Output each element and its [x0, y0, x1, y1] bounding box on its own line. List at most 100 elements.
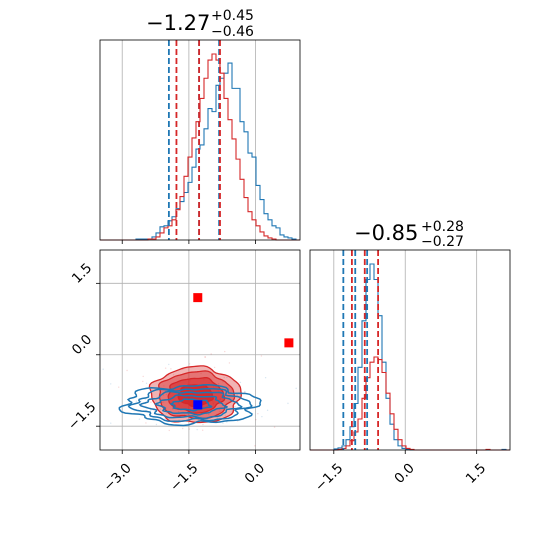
y-tick-label: −1.5 — [65, 399, 99, 433]
sample-point — [231, 410, 233, 413]
sample-point — [207, 413, 210, 416]
sample-point — [226, 376, 228, 379]
sample-point — [161, 401, 163, 404]
panel-bottom-left-contour: −3.0 −1.5 0.0 −1.50.01.5 — [65, 249, 301, 495]
sample-point — [202, 423, 204, 426]
x-tick-label: 1.5 — [463, 460, 490, 487]
x-ticks: −3.0 −1.5 0.0 — [100, 450, 268, 495]
marker-square — [284, 338, 294, 348]
sample-point — [217, 382, 220, 385]
sample-point — [188, 428, 191, 430]
red-histogram-step — [100, 53, 300, 241]
axes-frame — [99, 249, 301, 451]
sample-point — [197, 419, 200, 421]
sample-point — [126, 369, 128, 372]
y-tick-label: 0.0 — [69, 332, 96, 359]
sample-point — [261, 415, 263, 418]
histogram-series — [100, 53, 300, 241]
panel-title-upper: +0.45 — [211, 8, 254, 24]
y-tick-label: 1.5 — [69, 260, 96, 287]
quantile-lines — [167, 40, 221, 240]
y-ticks: −1.5 0.0 1.5 — [65, 260, 100, 434]
sample-point — [228, 362, 231, 364]
sample-point — [149, 409, 152, 411]
sample-point — [165, 393, 168, 396]
sample-point — [188, 363, 191, 365]
sample-point — [168, 363, 170, 366]
blue-contour-level — [127, 387, 253, 423]
sample-point — [236, 394, 238, 396]
sample-point — [226, 421, 228, 423]
axes-frame — [309, 249, 511, 451]
sample-point — [239, 381, 242, 384]
sample-point — [150, 401, 152, 403]
sample-point — [118, 386, 120, 388]
marker-square — [193, 400, 203, 410]
sample-point — [254, 445, 256, 447]
sample-point — [234, 405, 236, 408]
sample-point — [170, 368, 172, 370]
blue-histogram-step — [100, 62, 300, 241]
sample-point — [222, 381, 224, 383]
sample-point — [224, 414, 226, 416]
sample-point — [110, 383, 112, 385]
x-tick-label: −1.5 — [167, 460, 201, 494]
panel-title-value: −1.27 — [146, 11, 210, 35]
sample-point — [163, 385, 165, 387]
sample-point — [255, 418, 257, 421]
sample-point — [260, 355, 263, 357]
sample-point — [162, 394, 165, 396]
grid-lines — [333, 250, 478, 450]
sample-point — [155, 400, 157, 402]
sample-point — [200, 372, 202, 375]
markers — [193, 293, 294, 410]
sample-point — [213, 366, 216, 369]
sample-point — [264, 377, 267, 379]
sample-point — [135, 400, 138, 402]
sample-point — [223, 376, 225, 379]
grid-lines — [121, 40, 256, 240]
sample-point — [172, 408, 174, 410]
sample-point — [102, 368, 104, 370]
x-ticks — [121, 240, 256, 244]
panel-top-left-histogram: −1.27 +0.45 −0.46 — [99, 8, 301, 244]
sample-point — [257, 413, 259, 415]
sample-point — [142, 380, 144, 383]
sample-point — [142, 375, 144, 378]
grid-lines — [100, 250, 300, 450]
marker-square — [193, 293, 203, 303]
x-ticks: −1.5 0.0 1.5 — [312, 450, 489, 495]
sample-point — [162, 401, 165, 403]
quantile-lines — [342, 250, 379, 450]
sample-point — [222, 422, 224, 424]
sample-point — [182, 427, 184, 430]
sample-point — [219, 410, 221, 413]
sample-point — [217, 383, 220, 385]
sample-point — [204, 356, 206, 358]
sample-point — [273, 426, 276, 428]
sample-point — [145, 382, 148, 385]
sample-point — [210, 353, 212, 355]
sample-point — [295, 387, 297, 390]
sample-point — [110, 422, 112, 424]
blue-contour-level — [118, 383, 262, 427]
x-tick-label: −1.5 — [312, 460, 346, 494]
sample-point — [164, 418, 166, 420]
blue-histogram-step — [310, 263, 510, 451]
blue-contour-level — [154, 394, 229, 416]
panel-bottom-right-histogram: −1.5 0.0 1.5 −0.85 +0.28 −0.27 — [309, 219, 511, 495]
sample-point — [168, 429, 170, 432]
axes-frame — [99, 39, 301, 241]
sample-point — [244, 391, 246, 394]
panel-title-value: −0.85 — [354, 221, 418, 245]
sample-point — [177, 411, 180, 413]
sample-point — [172, 373, 175, 376]
sample-point — [224, 350, 226, 353]
x-tick-label: −3.0 — [100, 460, 134, 494]
sample-point — [165, 412, 168, 414]
panel-title-lower: −0.27 — [421, 234, 464, 250]
sample-point — [145, 422, 147, 424]
sample-point — [201, 429, 204, 431]
sample-point — [244, 390, 246, 393]
